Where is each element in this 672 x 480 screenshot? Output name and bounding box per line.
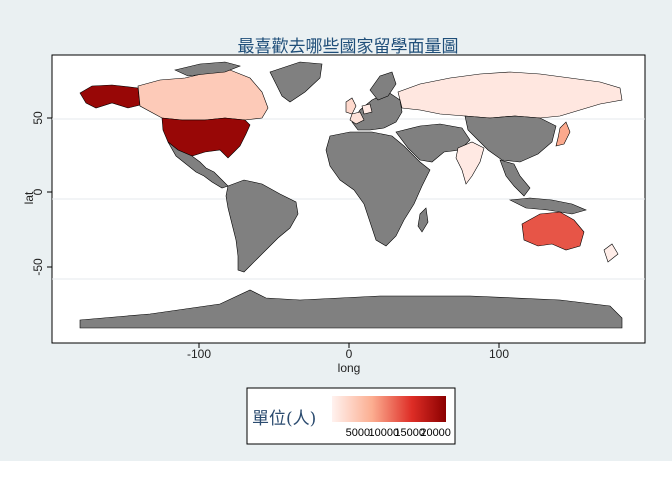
- legend-tick-label: 15000: [394, 427, 425, 439]
- x-tick-label: 0: [346, 347, 353, 361]
- country-russia: [397, 71, 623, 119]
- legend-tick-label: 20000: [420, 427, 451, 439]
- legend-title: 單位(人): [252, 409, 316, 429]
- region-east-asia: [464, 115, 557, 163]
- x-axis-label: long: [338, 361, 361, 375]
- continent-europe: [351, 91, 403, 131]
- legend-tick-label: 10000: [369, 427, 400, 439]
- arctic-islands: [174, 61, 241, 77]
- continent-africa: [325, 131, 431, 247]
- y-tick-label: -50: [31, 258, 45, 276]
- country-japan: [555, 121, 571, 147]
- x-tick-label: 100: [489, 347, 509, 361]
- chart-title: 最喜歡去哪些國家留學面量圖: [238, 37, 459, 57]
- country-australia: [521, 211, 585, 251]
- country-france: [349, 111, 365, 125]
- region-scandinavia: [369, 71, 397, 101]
- y-tick-label: 0: [31, 188, 45, 195]
- legend-tick-label: 5000: [346, 427, 370, 439]
- country-united-kingdom: [345, 97, 357, 115]
- gridlines: [52, 118, 645, 280]
- x-axis: -100 0 100 long: [187, 343, 509, 375]
- island-madagascar: [417, 207, 429, 233]
- country-germany: [361, 103, 373, 115]
- legend-ticks: 5000 10000 15000 20000: [346, 427, 451, 439]
- country-new-zealand: [603, 243, 619, 263]
- x-tick-label: -100: [187, 347, 211, 361]
- map-layer: [79, 61, 623, 329]
- y-axis-label: lat: [22, 191, 36, 204]
- country-alaska: [79, 84, 141, 109]
- legend-colorbar: [332, 396, 446, 422]
- country-greenland: [269, 61, 323, 103]
- continent-antarctica: [79, 289, 623, 329]
- legend: 單位(人) 5000 10000 15000 20000: [246, 387, 456, 445]
- region-indonesia: [508, 197, 587, 215]
- y-tick-label: 50: [31, 111, 45, 125]
- continent-south-america: [225, 179, 299, 273]
- region-southeast-asia: [499, 159, 531, 197]
- y-axis: -50 0 50 lat: [22, 111, 52, 276]
- country-india: [455, 141, 485, 185]
